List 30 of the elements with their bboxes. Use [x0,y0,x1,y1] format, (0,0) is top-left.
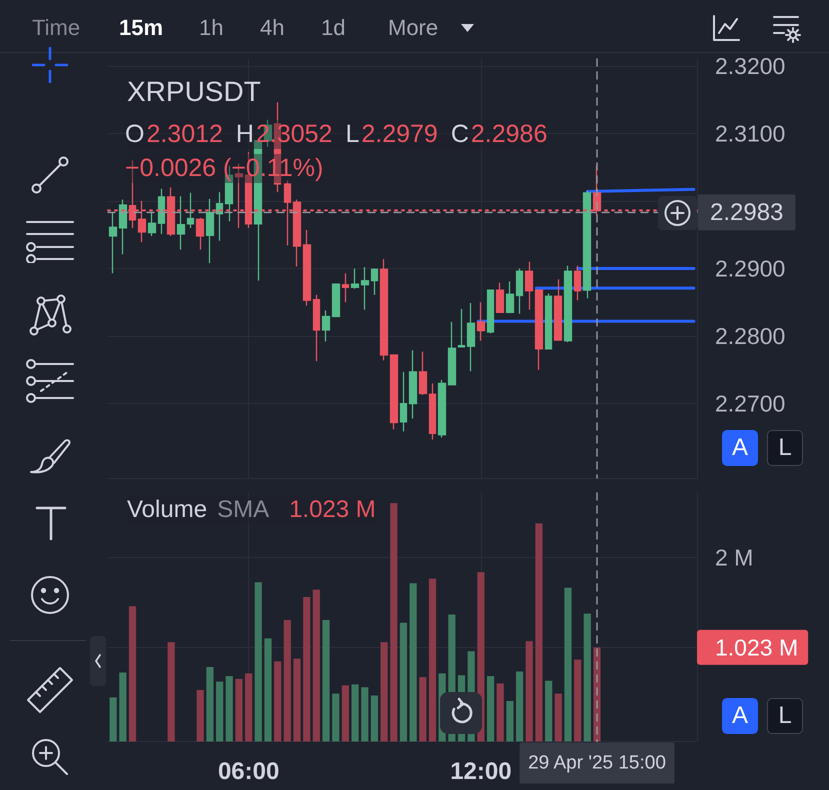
text: A [722,698,758,734]
text: 15m [119,15,164,40]
ref-line-label: 29 Apr '25 15:00 [528,752,666,774]
annotation: −0.0026 (−0.11%) [125,154,324,183]
y-tick-label: 2.3200 [715,52,786,79]
annotation: H2.3052 [236,120,332,148]
y-tick-label: 2.3100 [715,120,786,146]
text: L [767,430,803,466]
y-tick-label: 2.2800 [715,323,786,350]
text: 4h [260,15,284,40]
y-tick-label: 2.2700 [715,390,786,417]
text: 1d [321,15,346,40]
text: 1h [199,15,224,40]
x-tick-label: 06:00 [218,758,280,785]
y-tick-label: 1.023 M [715,634,798,660]
annotation: L2.2979 [345,120,438,148]
x-tick-label: 12:00 [450,758,512,785]
text: L [767,698,803,734]
y-tick-label: 2 M [715,544,754,570]
chart-title: Volume [127,496,208,524]
chart-subtitle: SMA [217,496,270,524]
ref-line-label: 2.2983 [710,198,784,226]
text: A [722,430,758,466]
text: More [388,15,438,40]
annotation: O2.3012 [125,120,223,148]
text: Time [32,15,80,40]
annotation: 1.023 M [289,496,376,524]
annotation: C2.2986 [450,120,548,148]
text: XRPUSDT [127,76,261,108]
y-tick-label: 2.2900 [715,256,786,282]
